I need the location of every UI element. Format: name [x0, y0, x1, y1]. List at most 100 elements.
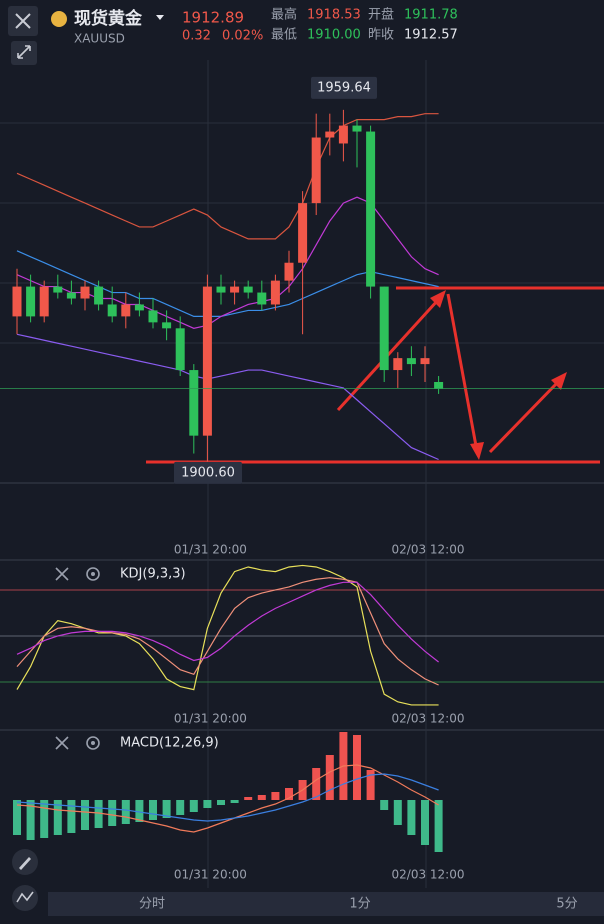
candle-body: [284, 262, 294, 281]
x-tick-label: 02/03 12:00: [392, 543, 465, 557]
price-change-pct: 0.02%: [222, 29, 263, 44]
indicator-line: [16, 333, 439, 461]
x-tick-label: 01/31 20:00: [174, 712, 247, 726]
macd-bar: [271, 792, 280, 800]
macd-bar: [81, 800, 89, 830]
macd-bar: [366, 770, 375, 800]
macd-bar: [407, 800, 416, 835]
macd-bar: [285, 788, 293, 800]
x-tick-label: 01/31 20:00: [174, 868, 247, 882]
stat-label: 昨收: [368, 28, 394, 43]
candle-body: [406, 358, 416, 365]
macd-bar: [108, 800, 117, 826]
macd-bar: [325, 755, 334, 800]
x-tick-label: 01/31 20:00: [174, 543, 247, 557]
x-tick-label: 02/03 12:00: [392, 868, 465, 882]
macd-bar: [353, 735, 361, 800]
candle-body: [148, 310, 158, 323]
gold-icon: [51, 11, 67, 27]
macd-bar: [203, 800, 212, 808]
candle-body: [216, 286, 226, 293]
candle-body: [434, 381, 444, 389]
low-label: 1900.60: [181, 465, 235, 480]
macd-bar: [421, 800, 429, 845]
candle-body: [12, 286, 22, 317]
candle-body: [189, 370, 199, 436]
macd-bar: [434, 800, 443, 852]
macd-bar: [312, 768, 321, 800]
stat-label: 最低: [271, 28, 297, 43]
last-price: 1912.89: [182, 9, 244, 27]
macd-bar: [176, 800, 185, 815]
settings-dot: [91, 741, 95, 745]
macd-bar: [53, 800, 62, 835]
indicator-line: [16, 764, 439, 833]
dropdown-caret[interactable]: [156, 15, 164, 20]
close-indicator[interactable]: [55, 736, 69, 750]
macd-bar: [67, 800, 76, 833]
candle-body: [420, 358, 430, 365]
macd-bar: [217, 800, 225, 805]
macd-bar: [149, 800, 157, 820]
symbol-name[interactable]: 现货黄金: [74, 8, 143, 29]
macd-bar: [94, 800, 103, 828]
candle-body: [379, 286, 389, 371]
indicator-line: [16, 577, 439, 686]
candle-body: [175, 328, 185, 371]
stat-label: 开盘: [368, 7, 394, 23]
candle-body: [26, 286, 36, 317]
candle-body: [366, 131, 376, 287]
candle-body: [298, 203, 308, 263]
candle-body: [202, 286, 212, 436]
macd-bar: [40, 800, 49, 838]
close-icon: [15, 13, 31, 29]
candle-body: [134, 304, 144, 311]
candle-body: [80, 286, 90, 299]
candle-body: [393, 358, 403, 371]
macd-bar: [380, 800, 389, 810]
candle-body: [338, 125, 348, 144]
period-tab[interactable]: 1分: [349, 897, 370, 912]
candle-body: [352, 125, 362, 132]
settings-indicator[interactable]: [86, 736, 100, 750]
candle-body: [230, 286, 240, 293]
stat-label: 最高: [271, 7, 297, 23]
header: 现货黄金 XAUUSD 1912.89 0.32 0.02%: [8, 6, 263, 65]
indicator-title: MACD(12,26,9): [120, 736, 219, 751]
candle-body: [121, 304, 131, 317]
macd-bar: [135, 800, 144, 822]
macd-bar: [189, 800, 198, 812]
indicator-line: [16, 581, 439, 663]
symbol-code: XAUUSD: [74, 32, 125, 46]
candle-body: [94, 286, 104, 305]
period-toolbar: [48, 892, 604, 916]
low-label-box: [174, 461, 242, 484]
candle-body: [66, 292, 76, 299]
close-indicator[interactable]: [55, 567, 69, 581]
macd-bar: [13, 800, 21, 835]
stat-value: 1911.78: [404, 8, 458, 23]
side-tools: [12, 849, 38, 911]
stat-value: 1912.57: [404, 28, 458, 43]
candle-body: [107, 304, 117, 317]
indicator-title: KDJ(9,3,3): [120, 567, 186, 582]
period-tab[interactable]: 5分: [556, 897, 577, 912]
indicator-line: [16, 773, 439, 822]
candle-body: [311, 137, 321, 204]
high-label-box: [311, 76, 377, 99]
pencil-icon: [19, 857, 31, 870]
price-change: 0.32: [182, 29, 211, 44]
macd-bar: [162, 800, 171, 818]
candle-body: [53, 286, 63, 293]
settings-dot: [91, 572, 95, 576]
candle-body: [162, 322, 172, 329]
macd-bar: [121, 800, 130, 824]
collapse-icon: [17, 45, 31, 59]
period-tab[interactable]: 分时: [139, 897, 165, 912]
macd-bar: [393, 800, 402, 825]
candle-body: [39, 286, 49, 317]
macd-bar: [230, 800, 239, 803]
stat-value: 1910.00: [307, 28, 361, 43]
settings-indicator[interactable]: [86, 567, 100, 581]
